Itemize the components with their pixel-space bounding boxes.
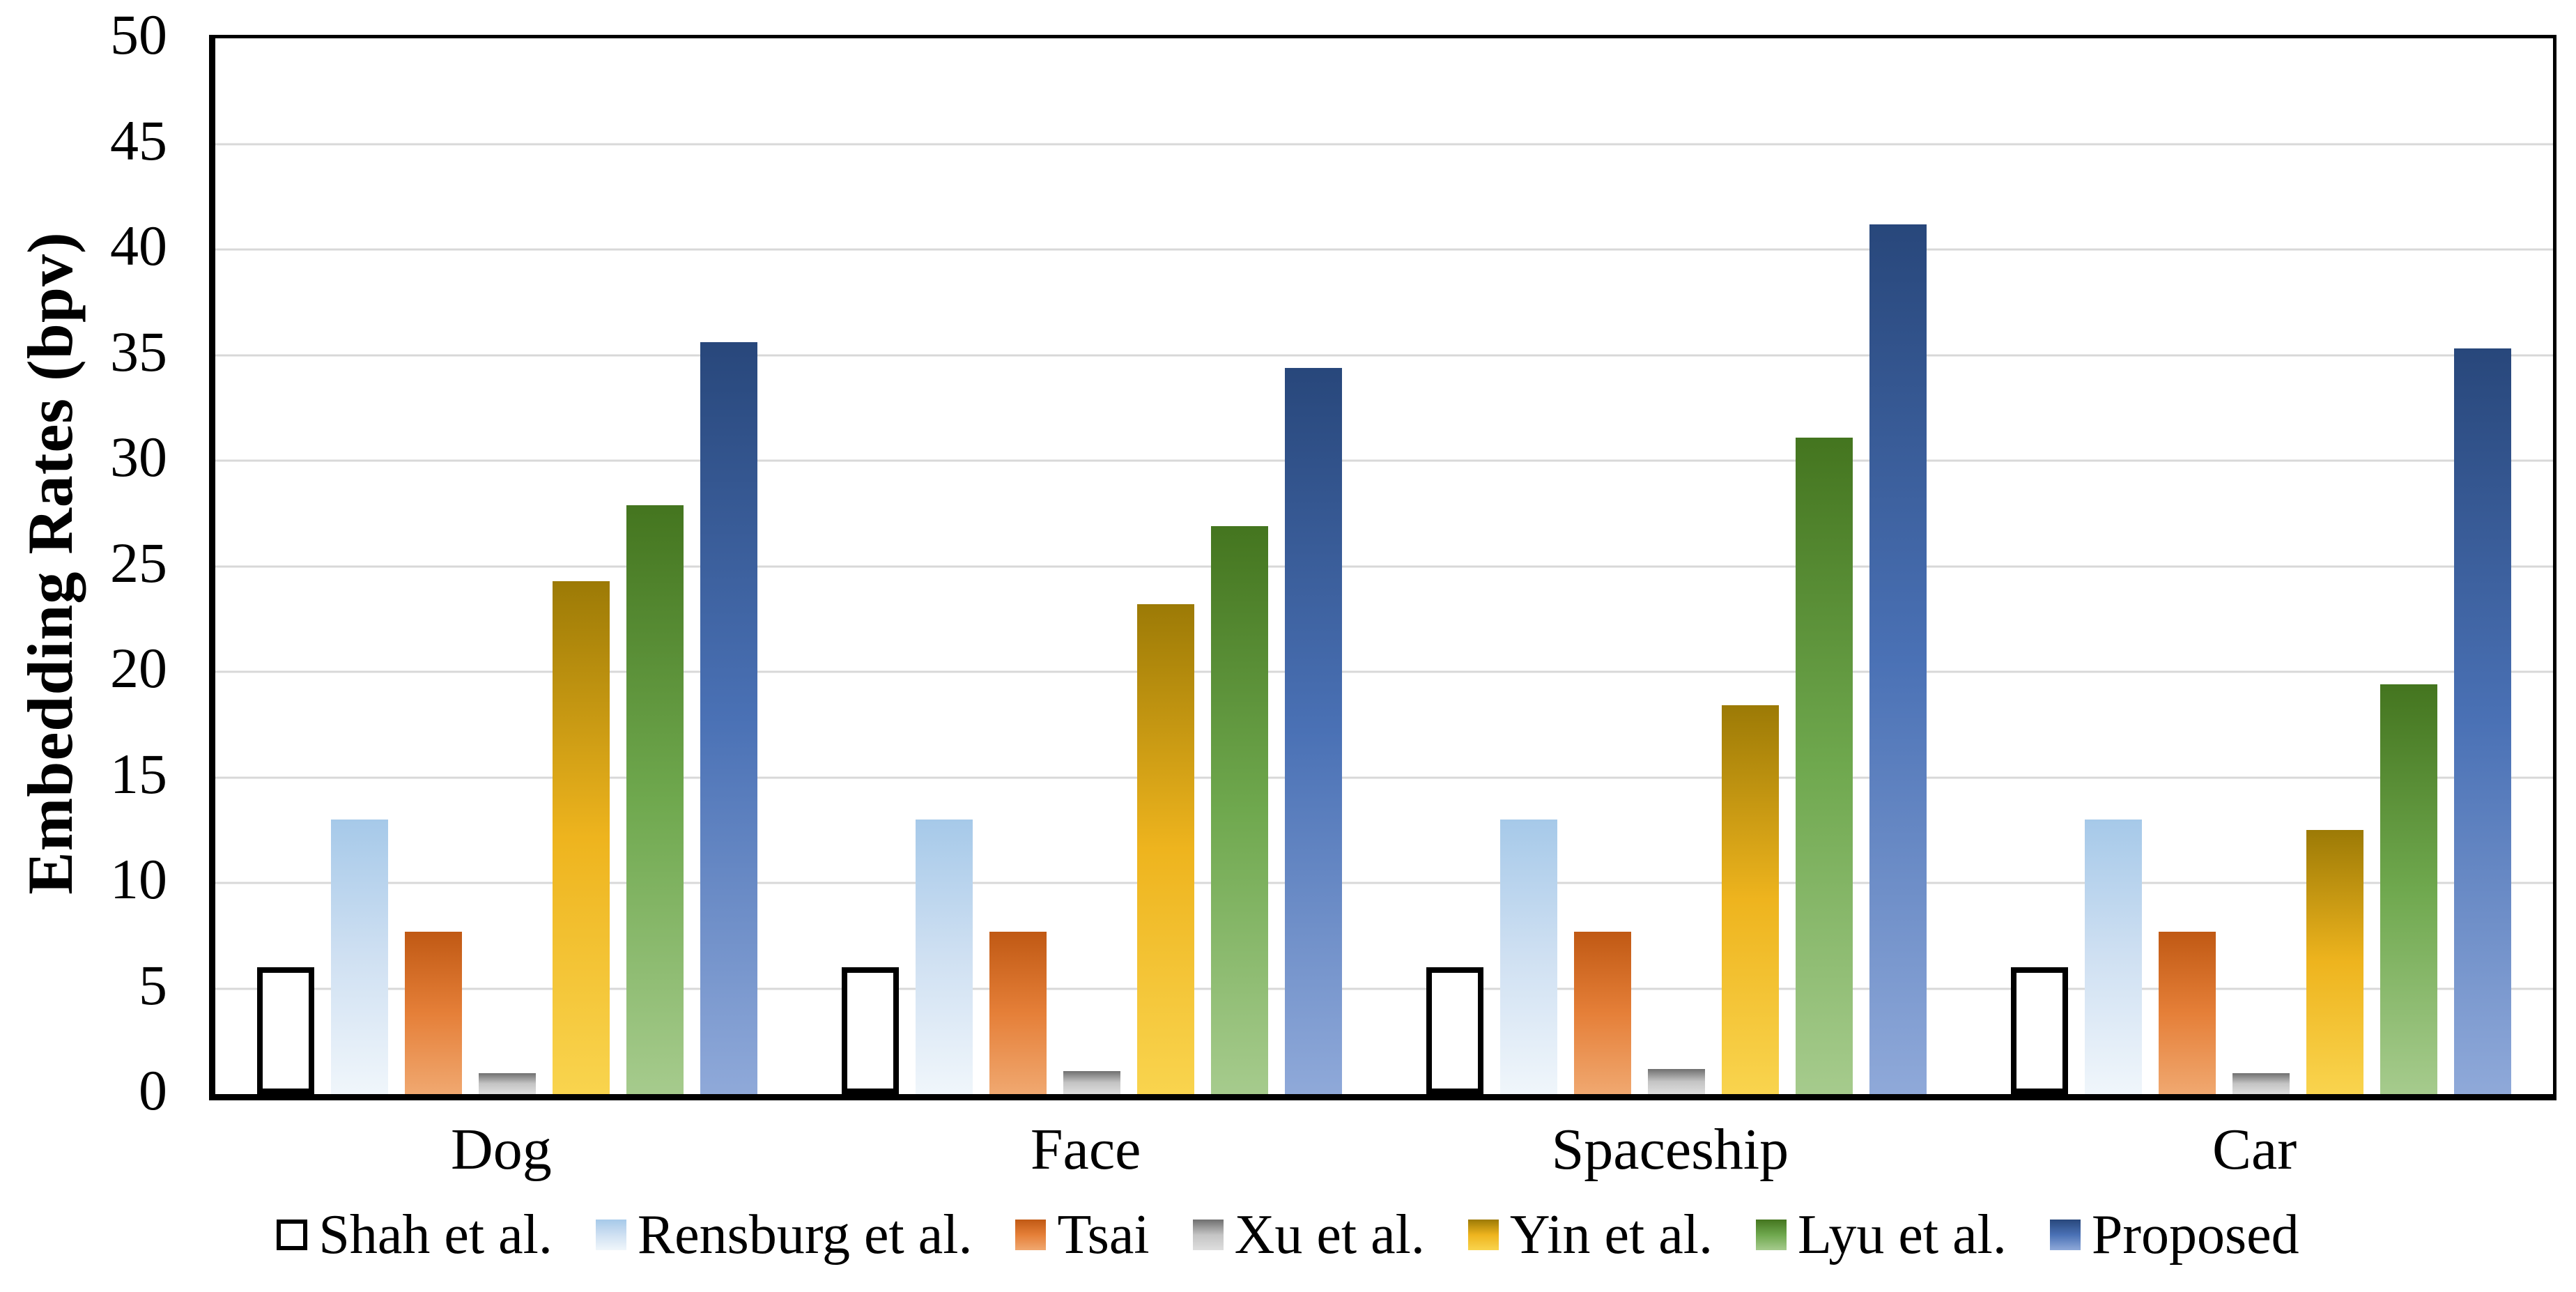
gridline-40 (215, 248, 2553, 251)
legend-label-lyu-et-al: Lyu et al. (1797, 1204, 2007, 1266)
legend-swatch-proposed (2049, 1220, 2081, 1250)
x-label-spaceship: Spaceship (1551, 1117, 1789, 1182)
bar-xu-et-al-dog (479, 1072, 537, 1094)
legend-label-rensburg-et-al: Rensburg et al. (637, 1204, 973, 1266)
x-label-face: Face (1030, 1117, 1141, 1182)
legend-item-shah-et-al: Shah et al. (277, 1204, 553, 1266)
y-tick-label-45: 45 (110, 108, 167, 172)
gridline-25 (215, 565, 2553, 567)
bar-xu-et-al-spaceship (1647, 1068, 1705, 1094)
bar-lyu-et-al-car (2380, 684, 2437, 1094)
gridline-45 (215, 143, 2553, 145)
y-tick-label-0: 0 (139, 1059, 167, 1122)
gridline-5 (215, 987, 2553, 990)
bar-xu-et-al-face (1063, 1070, 1121, 1094)
bar-tsai-face (989, 931, 1047, 1094)
legend-item-tsai: Tsai (1015, 1204, 1150, 1266)
y-tick-label-50: 50 (110, 3, 167, 66)
legend-label-proposed: Proposed (2091, 1204, 2299, 1266)
y-tick-label-15: 15 (110, 741, 167, 806)
gridline-10 (215, 882, 2553, 884)
legend-label-shah-et-al: Shah et al. (318, 1204, 553, 1266)
bar-rensburg-et-al-face (916, 820, 973, 1094)
bar-tsai-spaceship (1573, 931, 1631, 1094)
y-tick-label-35: 35 (110, 319, 167, 383)
bar-proposed-car (2453, 348, 2511, 1094)
x-axis-category-labels: Dog Face Spaceship Car (209, 1121, 2547, 1179)
bar-rensburg-et-al-car (2084, 820, 2142, 1094)
gridline-35 (215, 354, 2553, 356)
y-axis-tick-labels: 0 5 10 15 20 25 30 35 40 45 50 (0, 6, 167, 1119)
bar-shah-et-al-car (2010, 967, 2068, 1094)
bar-proposed-face (1285, 367, 1343, 1094)
bar-yin-et-al-face (1137, 604, 1195, 1094)
bar-proposed-dog (700, 342, 758, 1094)
bar-xu-et-al-car (2232, 1072, 2290, 1094)
legend-swatch-xu-et-al (1192, 1220, 1224, 1250)
bar-group-face (800, 38, 1385, 1094)
gridline-15 (215, 776, 2553, 778)
y-tick-label-30: 30 (110, 425, 167, 489)
y-tick-label-25: 25 (110, 530, 167, 594)
bar-shah-et-al-dog (257, 967, 315, 1094)
bar-yin-et-al-spaceship (1721, 705, 1779, 1094)
plot-area (209, 35, 2556, 1100)
legend-label-yin-et-al: Yin et al. (1509, 1204, 1713, 1266)
bar-groups (215, 38, 2553, 1094)
legend-label-tsai: Tsai (1057, 1204, 1150, 1266)
legend-swatch-tsai (1015, 1220, 1047, 1250)
bar-yin-et-al-car (2306, 830, 2363, 1094)
y-tick-label-10: 10 (110, 847, 167, 911)
y-tick-label-5: 5 (139, 953, 167, 1017)
legend-swatch-rensburg-et-al (595, 1220, 626, 1250)
gridline-30 (215, 459, 2553, 462)
legend-label-xu-et-al: Xu et al. (1234, 1204, 1425, 1266)
legend-item-lyu-et-al: Lyu et al. (1755, 1204, 2007, 1266)
bar-lyu-et-al-spaceship (1795, 437, 1853, 1094)
x-label-dog: Dog (451, 1117, 552, 1182)
bar-group-spaceship (1385, 38, 1969, 1094)
x-label-car: Car (2212, 1117, 2297, 1182)
bar-rensburg-et-al-spaceship (1499, 820, 1557, 1094)
y-tick-label-40: 40 (110, 214, 167, 277)
bar-proposed-spaceship (1869, 224, 1927, 1094)
chart-legend: Shah et al. Rensburg et al. Tsai Xu et al. Y… (0, 1207, 2576, 1263)
legend-item-xu-et-al: Xu et al. (1192, 1204, 1425, 1266)
legend-swatch-shah-et-al (277, 1220, 308, 1250)
y-tick-label-20: 20 (110, 636, 167, 700)
legend-item-proposed: Proposed (2049, 1204, 2299, 1266)
bar-tsai-dog (405, 931, 463, 1094)
bar-rensburg-et-al-dog (331, 820, 389, 1094)
legend-item-rensburg-et-al: Rensburg et al. (595, 1204, 973, 1266)
gridline-20 (215, 670, 2553, 673)
bar-group-dog (215, 38, 800, 1094)
bar-tsai-car (2158, 931, 2216, 1094)
bar-lyu-et-al-dog (626, 505, 684, 1094)
legend-swatch-lyu-et-al (1755, 1220, 1787, 1250)
bar-group-car (1968, 38, 2553, 1094)
legend-item-yin-et-al: Yin et al. (1467, 1204, 1713, 1266)
legend-swatch-yin-et-al (1467, 1220, 1499, 1250)
bar-yin-et-al-dog (553, 580, 610, 1094)
bar-shah-et-al-face (842, 967, 900, 1094)
bar-shah-et-al-spaceship (1426, 967, 1483, 1094)
bar-lyu-et-al-face (1211, 525, 1269, 1094)
